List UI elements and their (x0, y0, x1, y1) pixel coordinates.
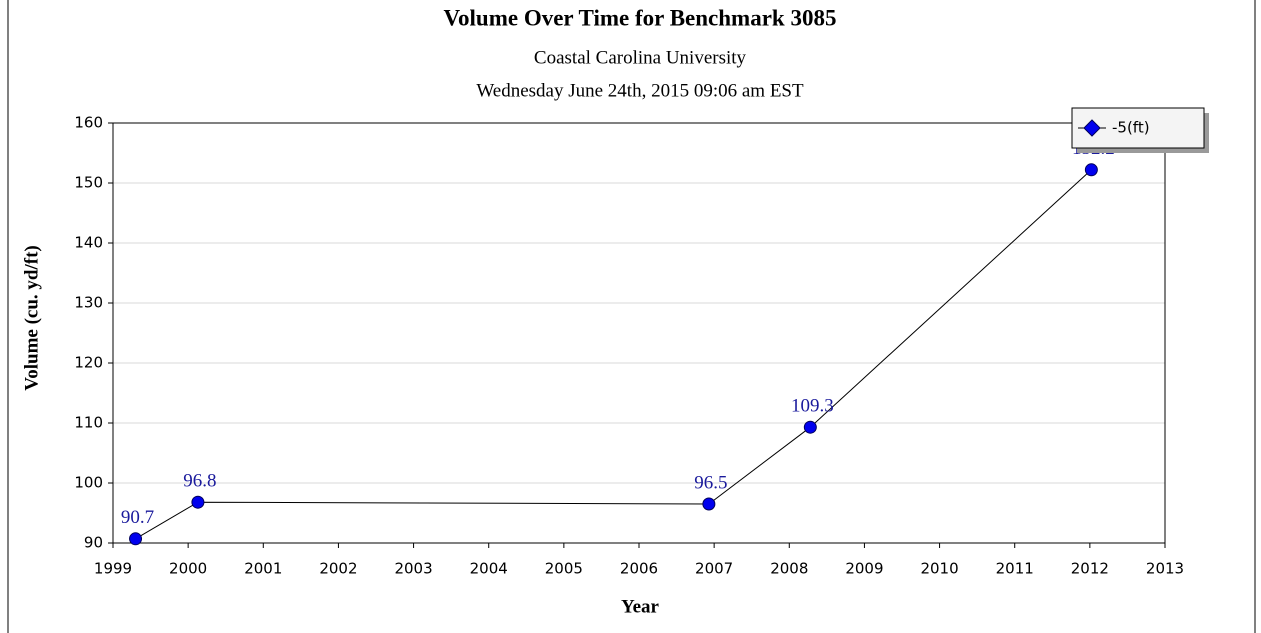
y-tick-label: 150 (74, 174, 103, 192)
data-point (702, 497, 716, 511)
x-tick-label: 2004 (470, 560, 508, 578)
x-tick-label: 2011 (996, 560, 1034, 578)
x-axis-label: Year (621, 596, 660, 617)
y-axis-label: Volume (cu. yd/ft) (21, 245, 42, 391)
x-tick-label: 2009 (845, 560, 883, 578)
y-tick-label: 120 (74, 354, 103, 372)
data-label: 109.3 (791, 396, 834, 417)
x-tick-label: 1999 (94, 560, 132, 578)
x-tick-label: 2005 (545, 560, 583, 578)
plot-frame (112, 122, 1166, 544)
data-point (803, 420, 817, 434)
y-tick-label: 90 (84, 534, 103, 552)
data-point (129, 532, 143, 546)
data-label: 90.7 (121, 507, 154, 528)
x-tick-label: 2010 (920, 560, 958, 578)
x-tick-label: 2000 (169, 560, 207, 578)
legend-marker (1083, 119, 1101, 137)
chart-title: Volume Over Time for Benchmark 3085 (444, 5, 837, 30)
data-label: 96.8 (183, 471, 216, 492)
y-tick-label: 140 (74, 234, 103, 252)
x-tick-label: 2013 (1146, 560, 1184, 578)
legend-label: -5(ft) (1112, 119, 1150, 137)
y-tick-label: 110 (74, 414, 103, 432)
data-point (1084, 163, 1098, 177)
x-tick-label: 2007 (695, 560, 733, 578)
data-label: 96.5 (694, 472, 727, 493)
chart-timestamp: Wednesday June 24th, 2015 09:06 am EST (476, 80, 804, 101)
x-tick-label: 2003 (394, 560, 432, 578)
x-tick-label: 2002 (319, 560, 357, 578)
x-tick-label: 2008 (770, 560, 808, 578)
chart-subtitle: Coastal Carolina University (534, 47, 747, 68)
y-tick-label: 130 (74, 294, 103, 312)
x-tick-label: 2001 (244, 560, 282, 578)
x-tick-label: 2006 (620, 560, 658, 578)
y-tick-label: 100 (74, 474, 103, 492)
y-tick-label: 160 (74, 114, 103, 132)
data-point (191, 495, 205, 509)
x-tick-label: 2012 (1071, 560, 1109, 578)
